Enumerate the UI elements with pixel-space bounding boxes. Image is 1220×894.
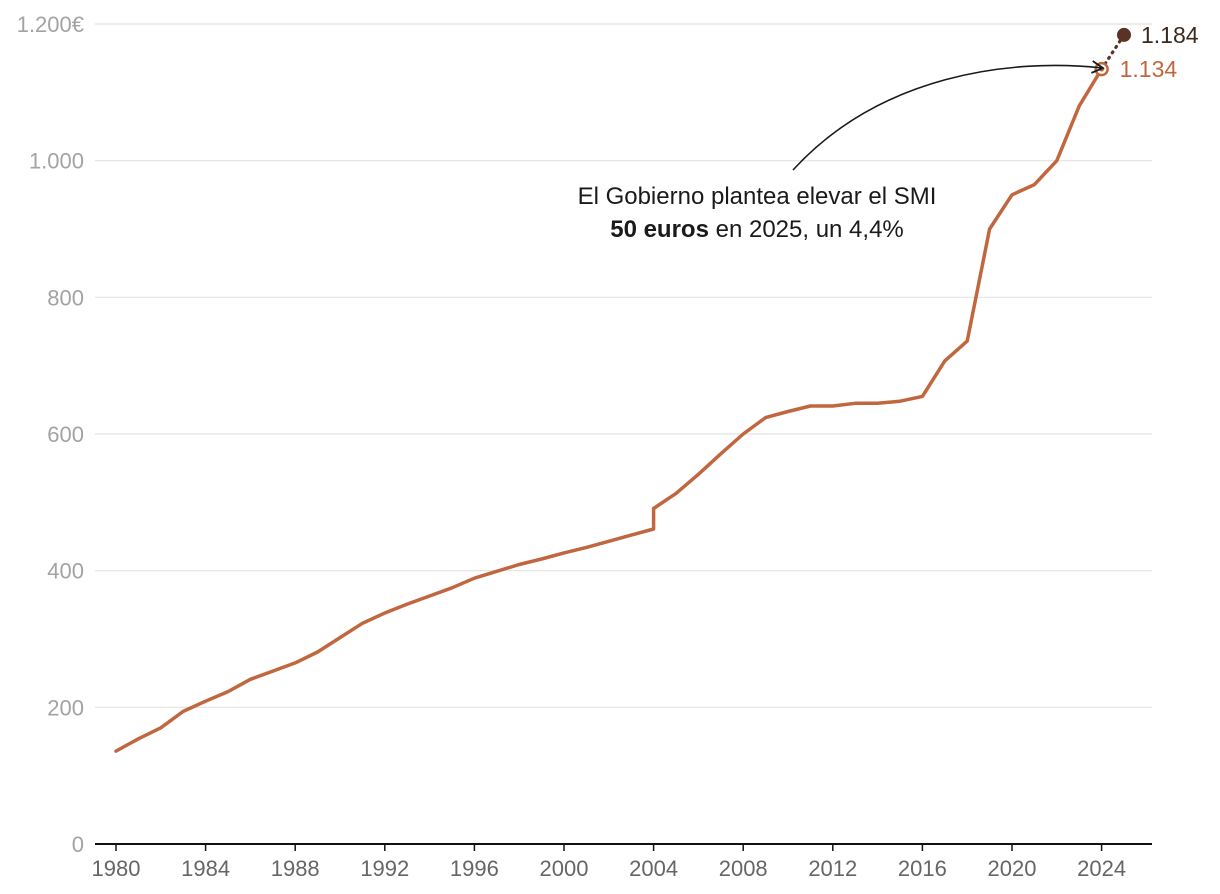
annotation-line-2: 50 euros en 2025, un 4,4% <box>610 216 904 243</box>
smi-series-line <box>114 67 1104 753</box>
y-tick-label-0: 0 <box>72 832 84 857</box>
x-tick-label-1992: 1992 <box>360 856 409 881</box>
current-value-label: 1.134 <box>1120 56 1178 82</box>
x-tick-label-2024: 2024 <box>1077 856 1126 881</box>
y-tick-label-600: 600 <box>47 422 84 447</box>
annotation-arrow <box>792 60 1105 171</box>
x-tick-label-1988: 1988 <box>271 856 320 881</box>
y-tick-label-1000: 1.000 <box>29 149 84 174</box>
y-axis-tick-labels: 0 200 400 600 800 1.000 1.200€ <box>17 12 84 857</box>
x-tick-label-2016: 2016 <box>898 856 947 881</box>
annotation-rest: en 2025, un 4,4% <box>709 216 904 243</box>
y-tick-label-400: 400 <box>47 559 84 584</box>
x-tick-label-2020: 2020 <box>988 856 1037 881</box>
x-tick-label-2000: 2000 <box>540 856 589 881</box>
annotation-line-1: El Gobierno plantea elevar el SMI <box>578 183 937 210</box>
x-tick-label-1984: 1984 <box>181 856 230 881</box>
y-tick-label-200: 200 <box>47 695 84 720</box>
x-tick-label-2008: 2008 <box>719 856 768 881</box>
x-axis: 1980 1984 1988 1992 1996 2000 2004 2008 2012 2016… <box>92 843 1152 881</box>
series-layer: 1.134 1.184 <box>114 22 1199 753</box>
x-tick-label-1980: 1980 <box>92 856 141 881</box>
x-tick-label-2012: 2012 <box>808 856 857 881</box>
x-tick-label-1996: 1996 <box>450 856 499 881</box>
x-tick-label-2004: 2004 <box>629 856 678 881</box>
annotation-bold-amount: 50 euros <box>610 216 709 243</box>
y-tick-label-1200: 1.200€ <box>17 12 84 37</box>
gridlines <box>95 23 1152 708</box>
y-tick-label-800: 800 <box>47 285 84 310</box>
annotation: El Gobierno plantea elevar el SMI 50 euro… <box>578 60 1105 243</box>
proposal-value-marker <box>1117 27 1131 42</box>
proposal-value-label: 1.184 <box>1141 22 1199 48</box>
